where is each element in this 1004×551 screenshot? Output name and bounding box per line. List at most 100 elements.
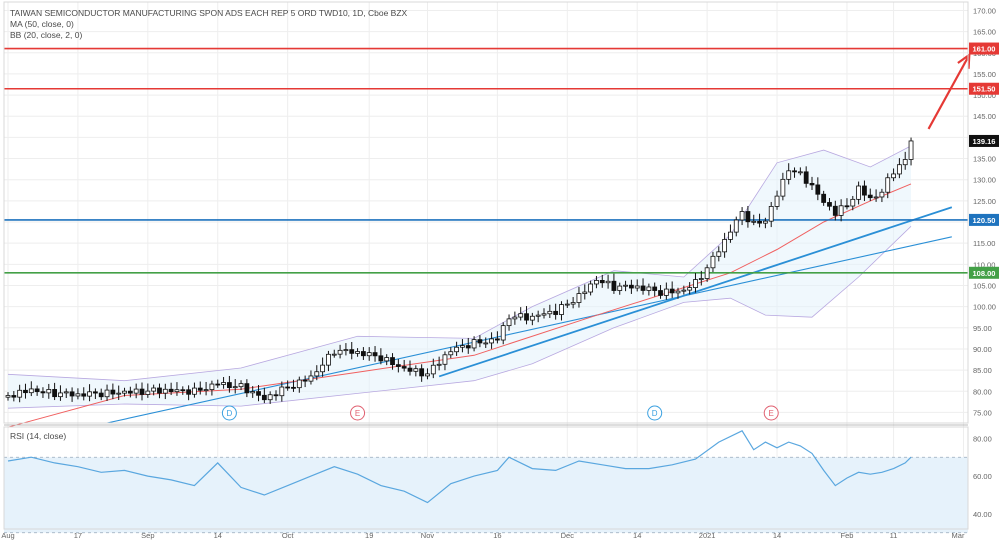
candle-body[interactable] (116, 392, 122, 395)
candle-body[interactable] (885, 177, 891, 193)
candle-body[interactable] (594, 279, 599, 285)
candle-body[interactable] (174, 389, 180, 393)
candle-body[interactable] (52, 389, 58, 398)
candle-body[interactable] (232, 386, 238, 389)
candle-body[interactable] (640, 285, 646, 291)
candle-body[interactable] (693, 279, 698, 288)
candle-body[interactable] (582, 291, 588, 294)
candle-body[interactable] (698, 278, 704, 280)
candle-body[interactable] (331, 353, 337, 356)
candle-body[interactable] (559, 304, 564, 315)
candle-body[interactable] (203, 389, 209, 391)
candle-body[interactable] (751, 220, 757, 223)
candle-body[interactable] (267, 394, 273, 401)
candle-body[interactable] (821, 193, 827, 203)
candle-body[interactable] (739, 211, 745, 221)
candle-body[interactable] (192, 387, 197, 395)
candle-body[interactable] (238, 383, 244, 388)
candle-body[interactable] (524, 313, 529, 321)
candle-body[interactable] (518, 313, 524, 318)
candle-body[interactable] (757, 220, 762, 224)
candle-body[interactable] (401, 366, 407, 369)
candle-body[interactable] (710, 255, 716, 269)
candle-body[interactable] (197, 387, 203, 391)
candle-body[interactable] (5, 395, 11, 398)
candle-body[interactable] (17, 389, 23, 398)
candle-body[interactable] (483, 342, 489, 345)
candle-body[interactable] (378, 355, 384, 362)
candle-body[interactable] (652, 286, 658, 291)
candle-body[interactable] (110, 389, 116, 395)
candle-body[interactable] (623, 284, 628, 287)
candle-body[interactable] (687, 287, 693, 291)
candle-body[interactable] (250, 391, 256, 394)
candle-body[interactable] (273, 394, 279, 397)
candle-body[interactable] (856, 185, 862, 200)
candle-body[interactable] (326, 353, 331, 366)
candle-body[interactable] (92, 391, 98, 394)
candle-body[interactable] (151, 387, 157, 392)
candle-body[interactable] (774, 195, 780, 207)
candle-body[interactable] (162, 388, 168, 394)
candle-body[interactable] (360, 351, 366, 357)
candle-body[interactable] (768, 206, 774, 222)
candle-body[interactable] (180, 389, 186, 392)
candle-body[interactable] (628, 284, 634, 289)
candle-body[interactable] (879, 191, 885, 198)
candle-body[interactable] (902, 159, 908, 166)
candle-body[interactable] (40, 391, 46, 394)
candle-body[interactable] (296, 379, 302, 389)
candle-body[interactable] (81, 393, 87, 397)
candle-body[interactable] (576, 293, 582, 303)
candle-body[interactable] (75, 393, 81, 397)
candle-body[interactable] (384, 357, 390, 362)
candle-body[interactable] (256, 391, 261, 396)
candle-body[interactable] (145, 390, 151, 395)
candle-body[interactable] (535, 314, 541, 317)
candle-body[interactable] (908, 140, 914, 160)
candle-body[interactable] (512, 316, 518, 320)
candle-body[interactable] (873, 196, 879, 199)
candle-body[interactable] (529, 315, 535, 321)
candle-body[interactable] (279, 386, 285, 397)
candle-body[interactable] (430, 364, 436, 375)
candle-body[interactable] (11, 395, 17, 398)
candle-body[interactable] (209, 383, 215, 390)
candle-body[interactable] (302, 379, 308, 382)
candle-body[interactable] (372, 352, 378, 357)
candle-body[interactable] (646, 286, 652, 291)
candle-body[interactable] (494, 338, 500, 341)
candle-body[interactable] (815, 184, 821, 195)
candle-body[interactable] (46, 389, 52, 394)
candle-body[interactable] (891, 173, 896, 179)
candle-body[interactable] (809, 182, 815, 186)
candle-body[interactable] (186, 389, 192, 395)
candle-body[interactable] (477, 339, 483, 344)
candle-body[interactable] (226, 382, 232, 388)
candle-body[interactable] (803, 171, 809, 184)
candle-body[interactable] (104, 389, 110, 398)
candle-body[interactable] (792, 170, 797, 173)
candle-body[interactable] (285, 386, 291, 389)
candle-body[interactable] (570, 302, 576, 305)
candle-body[interactable] (471, 339, 477, 349)
candle-body[interactable] (355, 351, 360, 354)
candle-body[interactable] (867, 194, 873, 199)
candle-body[interactable] (716, 251, 722, 257)
candle-body[interactable] (850, 198, 856, 207)
candle-body[interactable] (844, 205, 850, 208)
candle-body[interactable] (634, 285, 640, 289)
event-marker[interactable] (350, 405, 366, 421)
candle-body[interactable] (133, 388, 139, 394)
candle-body[interactable] (314, 371, 320, 377)
event-marker[interactable] (221, 405, 237, 421)
candle-body[interactable] (448, 351, 454, 356)
candle-body[interactable] (337, 349, 343, 355)
candle-body[interactable] (663, 288, 669, 296)
candle-body[interactable] (127, 390, 133, 394)
candle-body[interactable] (436, 363, 442, 366)
candle-body[interactable] (58, 392, 63, 398)
candle-body[interactable] (489, 338, 494, 344)
candle-body[interactable] (827, 202, 832, 207)
candle-body[interactable] (838, 205, 844, 216)
